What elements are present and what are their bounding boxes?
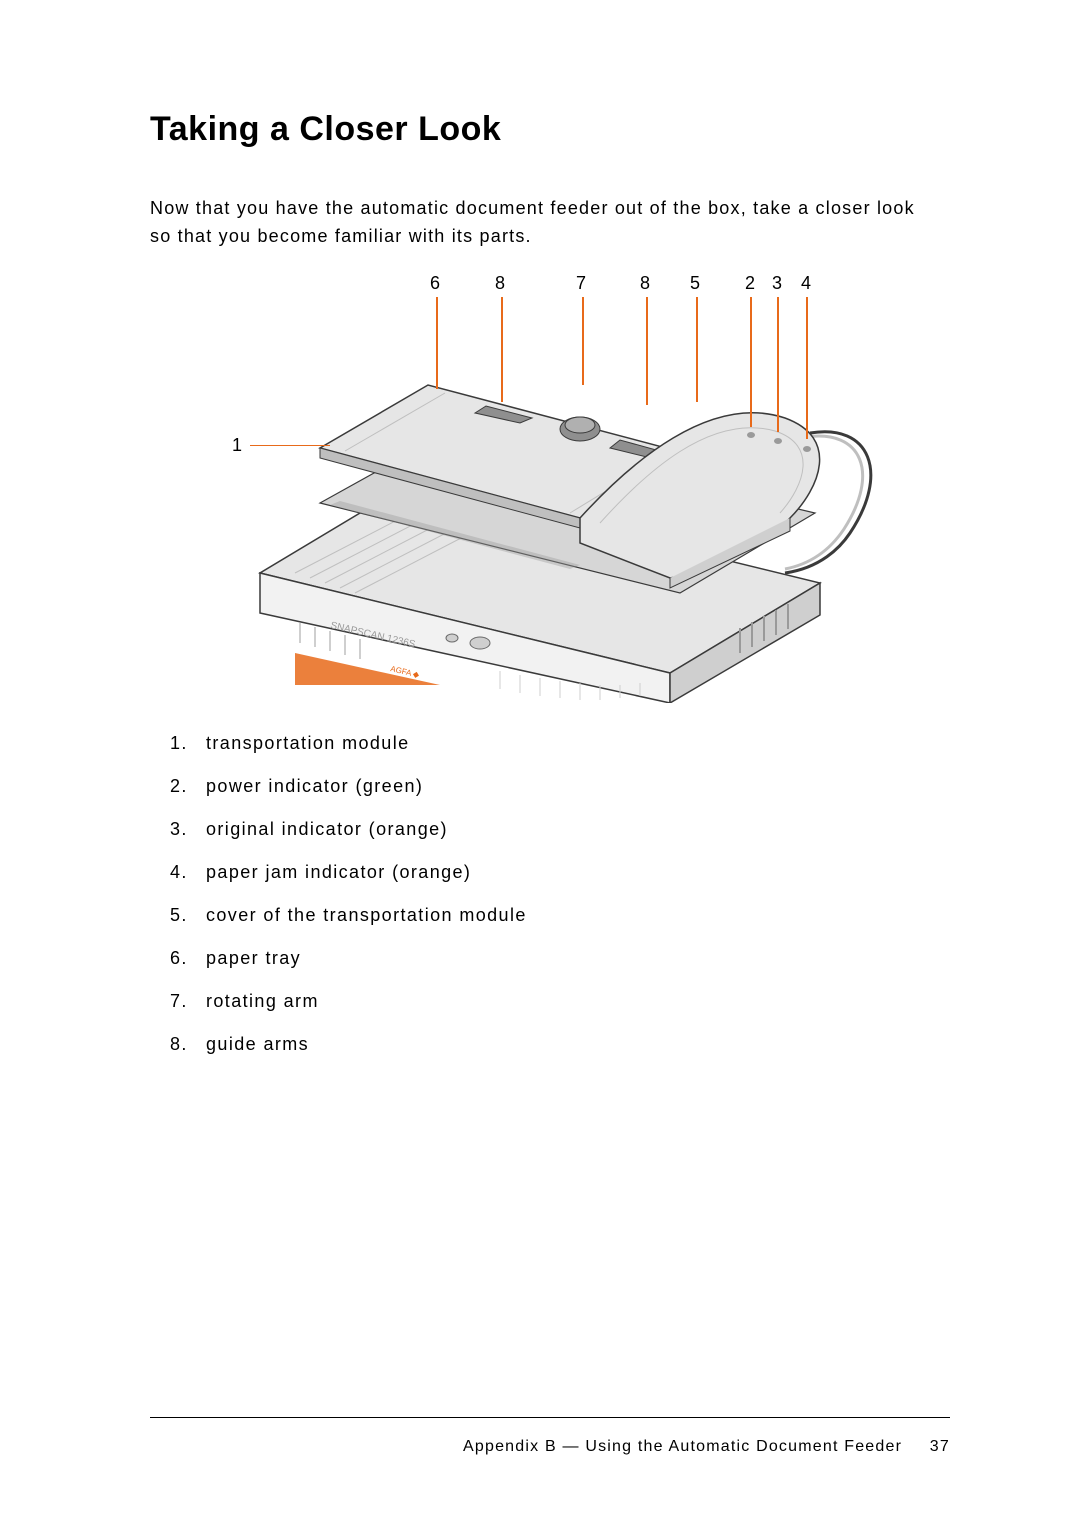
list-label: transportation module — [206, 733, 410, 754]
callout-4: 4 — [801, 273, 812, 294]
callout-line-5 — [696, 297, 698, 402]
page-number: 37 — [930, 1438, 950, 1455]
list-item: 3.original indicator (orange) — [170, 819, 950, 840]
list-num: 1. — [170, 733, 206, 754]
parts-list: 1.transportation module 2.power indicato… — [170, 733, 950, 1055]
callout-line-6 — [436, 297, 438, 389]
callout-8b: 8 — [640, 273, 651, 294]
callout-8a: 8 — [495, 273, 506, 294]
list-num: 2. — [170, 776, 206, 797]
callout-3: 3 — [772, 273, 783, 294]
page-title: Taking a Closer Look — [150, 110, 950, 149]
list-label: paper tray — [206, 948, 301, 969]
list-label: paper jam indicator (orange) — [206, 862, 471, 883]
list-item: 4.paper jam indicator (orange) — [170, 862, 950, 883]
list-num: 8. — [170, 1034, 206, 1055]
list-item: 8.guide arms — [170, 1034, 950, 1055]
list-label: original indicator (orange) — [206, 819, 448, 840]
callout-7: 7 — [576, 273, 587, 294]
footer-rule — [150, 1417, 950, 1418]
callout-line-3 — [777, 297, 779, 432]
list-item: 2.power indicator (green) — [170, 776, 950, 797]
callout-line-4 — [806, 297, 808, 439]
list-label: guide arms — [206, 1034, 309, 1055]
list-item: 7.rotating arm — [170, 991, 950, 1012]
list-num: 4. — [170, 862, 206, 883]
device-figure: 6 8 7 8 5 2 3 4 1 — [200, 273, 900, 703]
callout-6: 6 — [430, 273, 441, 294]
list-label: cover of the transportation module — [206, 905, 527, 926]
page-footer: Appendix B — Using the Automatic Documen… — [463, 1438, 950, 1456]
list-num: 6. — [170, 948, 206, 969]
list-item: 5.cover of the transportation module — [170, 905, 950, 926]
callout-line-7 — [582, 297, 584, 385]
list-item: 1.transportation module — [170, 733, 950, 754]
list-num: 7. — [170, 991, 206, 1012]
list-label: rotating arm — [206, 991, 319, 1012]
callout-line-8b — [646, 297, 648, 405]
callout-2: 2 — [745, 273, 756, 294]
document-page: Taking a Closer Look Now that you have t… — [0, 0, 1080, 1528]
callout-line-8a — [501, 297, 503, 402]
intro-paragraph: Now that you have the automatic document… — [150, 195, 930, 251]
callout-line-1 — [250, 445, 330, 447]
list-num: 3. — [170, 819, 206, 840]
callout-line-2 — [750, 297, 752, 427]
callout-5: 5 — [690, 273, 701, 294]
list-item: 6.paper tray — [170, 948, 950, 969]
footer-text: Appendix B — Using the Automatic Documen… — [463, 1438, 902, 1455]
list-label: power indicator (green) — [206, 776, 423, 797]
scanner-illustration: AGFA ◆ SNAPSCAN 1236S — [200, 273, 900, 703]
callout-1: 1 — [232, 435, 243, 456]
list-num: 5. — [170, 905, 206, 926]
